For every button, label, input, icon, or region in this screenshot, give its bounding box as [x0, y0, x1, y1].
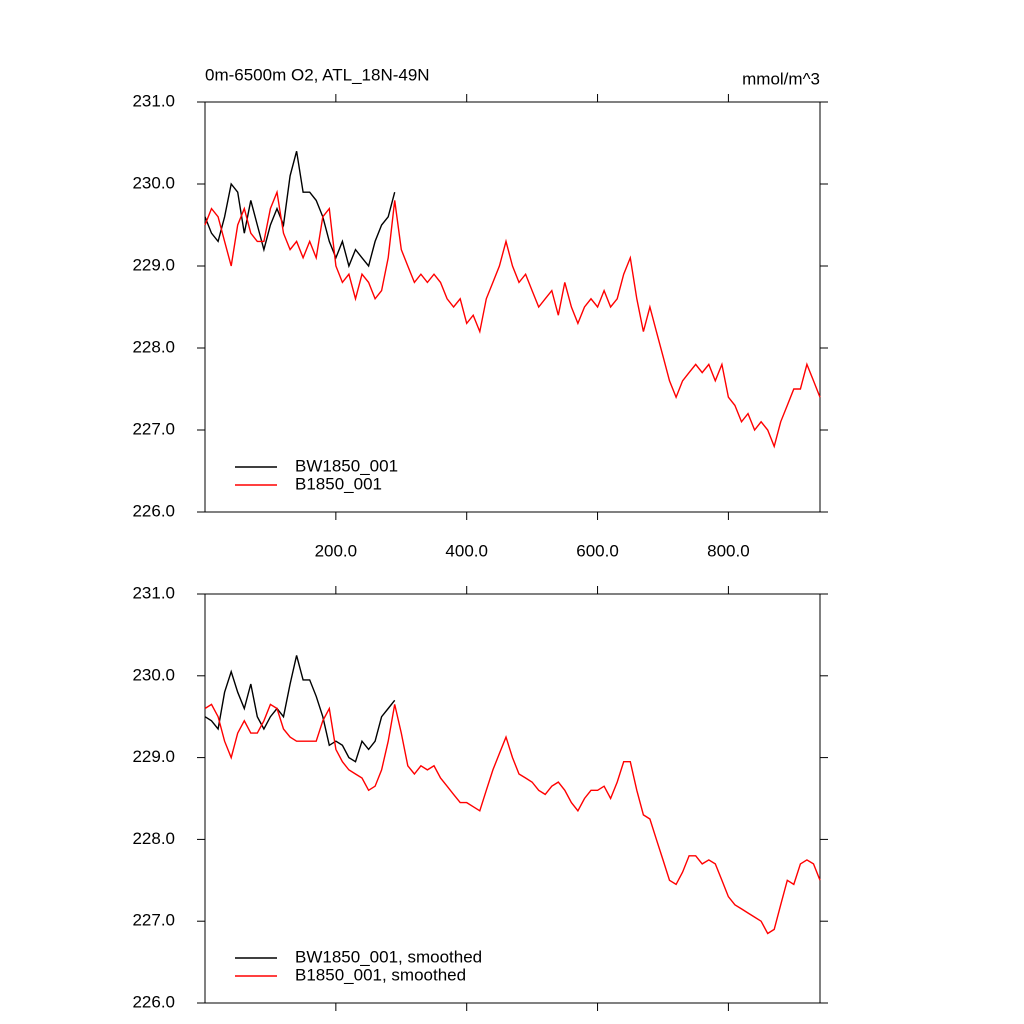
y-tick-label: 229.0	[132, 747, 175, 766]
chart-title: 0m-6500m O2, ATL_18N-49N	[205, 65, 430, 84]
legend-label: B1850_001, smoothed	[295, 965, 466, 984]
units-label: mmol/m^3	[742, 69, 820, 88]
series-line	[204, 655, 396, 763]
legend-label: B1850_001	[295, 474, 382, 493]
y-tick-label: 231.0	[132, 583, 175, 602]
plot-frame	[204, 101, 821, 513]
y-tick-label: 227.0	[132, 419, 175, 438]
x-tick-label: 400.0	[445, 541, 488, 560]
series-line	[204, 189, 821, 449]
y-tick-label: 226.0	[132, 501, 175, 520]
x-tick-label: 200.0	[315, 541, 358, 560]
plot-frame	[204, 593, 821, 1004]
legend-label: BW1850_001	[295, 456, 398, 475]
y-tick-label: 230.0	[132, 665, 175, 684]
y-tick-label: 228.0	[132, 829, 175, 848]
series-line	[204, 703, 821, 935]
x-tick-label: 600.0	[576, 541, 619, 560]
x-tick-label: 800.0	[707, 541, 750, 560]
y-tick-label: 226.0	[132, 992, 175, 1011]
y-tick-label: 231.0	[132, 91, 175, 110]
y-tick-label: 228.0	[132, 337, 175, 356]
y-tick-label: 227.0	[132, 911, 175, 930]
y-tick-label: 229.0	[132, 255, 175, 274]
series-line	[204, 151, 396, 269]
y-tick-label: 230.0	[132, 173, 175, 192]
legend-label: BW1850_001, smoothed	[295, 947, 482, 966]
